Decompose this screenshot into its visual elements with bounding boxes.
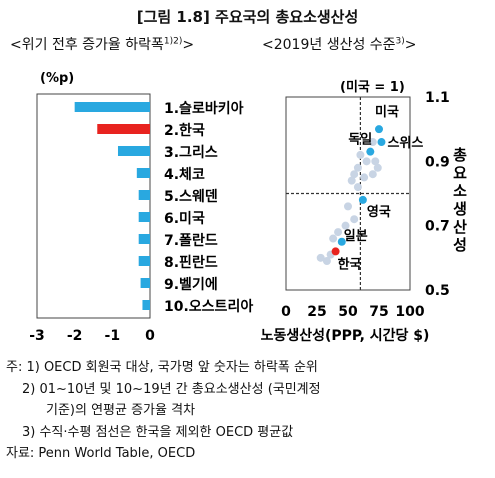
bar-unit-label: (%p) <box>40 71 74 86</box>
bar-10 <box>142 300 150 310</box>
bar-1 <box>74 102 150 112</box>
scatter-point-label: 독일 <box>348 133 372 148</box>
bar-category-label: 10.오스트리아 <box>164 298 253 315</box>
scatter-point-label: 한국 <box>338 256 362 272</box>
note-1: 주: 1) OECD 회원국 대상, 국가명 앞 숫자는 하락폭 순위 <box>6 360 318 375</box>
bar-x-tick-label: 0 <box>145 328 155 344</box>
note-3: 기준)의 연평균 증가율 격차 <box>46 403 196 418</box>
scatter-y-annotation: (미국 = 1) <box>340 79 405 95</box>
left-subtitle-superscript: 1)2) <box>163 36 183 47</box>
bar-9 <box>140 278 150 288</box>
scatter-point-2 <box>377 138 386 147</box>
scatter-y-tick-label: 0.9 <box>425 154 450 170</box>
scatter-y-axis-label-char: 생 <box>453 200 467 218</box>
bar-8 <box>138 256 150 266</box>
scatter-point-label: 미국 <box>375 104 399 120</box>
scatter-point <box>334 228 343 237</box>
scatter-point-label: 스위스 <box>387 136 423 151</box>
bar-category-label: 6.미국 <box>164 211 205 227</box>
scatter-point <box>350 170 359 179</box>
right-subtitle-superscript: 3) <box>395 36 405 47</box>
scatter-point-label: 일본 <box>344 229 368 244</box>
scatter-point <box>341 221 350 230</box>
scatter-point-6 <box>331 247 340 256</box>
scatter-point <box>316 253 325 262</box>
scatter-point <box>373 163 382 172</box>
scatter-point <box>322 257 331 266</box>
source-note: 자료: Penn World Table, OECD <box>6 446 196 461</box>
scatter-x-tick-label: 50 <box>338 304 358 320</box>
scatter-point <box>350 215 359 224</box>
left-chart-subtitle: <위기 전후 증가율 하락폭1)2)> <box>10 34 194 54</box>
bar-3 <box>117 146 150 156</box>
bar-7 <box>138 234 150 244</box>
right-chart-subtitle: <2019년 생산성 수준3)> <box>262 34 417 54</box>
scatter-point <box>344 202 352 211</box>
scatter-point <box>360 173 369 182</box>
scatter-point <box>353 163 362 172</box>
scatter-y-axis-label-char: 산 <box>453 218 467 236</box>
right-subtitle-end: > <box>404 37 417 53</box>
left-subtitle-end: > <box>182 37 195 53</box>
bar-category-label: 3.그리스 <box>164 145 218 161</box>
scatter-y-axis-label-char: 성 <box>453 236 467 254</box>
bar-category-label: 4.체코 <box>164 167 205 183</box>
figure-title: [그림 1.8] 주요국의 총요소생산성 <box>136 8 359 26</box>
bar-5 <box>138 190 150 200</box>
scatter-y-tick-label: 1.1 <box>425 90 450 106</box>
note-4: 3) 수직·수평 점선은 한국을 제외한 OECD 평균값 <box>22 425 294 440</box>
scatter-point-5 <box>337 237 346 246</box>
bar-plot-frame <box>36 93 151 319</box>
scatter-point-3 <box>366 147 375 156</box>
scatter-point <box>368 138 377 147</box>
bar-4 <box>136 168 150 178</box>
scatter-point <box>353 183 362 192</box>
scatter-point <box>371 157 380 166</box>
left-subtitle-text: <위기 전후 증가율 하락폭 <box>10 37 164 53</box>
scatter-x-tick-label: 0 <box>281 304 291 320</box>
note-2: 2) 01~10년 및 10~19년 간 총요소생산성 (국민계정 <box>22 382 321 397</box>
scatter-y-axis-label-char: 총 <box>453 146 467 164</box>
scatter-point-4 <box>358 195 367 204</box>
bar-2 <box>97 124 150 134</box>
scatter-x-tick-label: 75 <box>369 304 388 320</box>
bar-category-label: 8.핀란드 <box>164 254 218 271</box>
bar-x-tick-label: -2 <box>67 328 83 344</box>
scatter-point <box>347 176 356 185</box>
bar-category-label: 9.벨기에 <box>164 277 218 293</box>
scatter-point <box>368 170 377 179</box>
scatter-point-label: 영국 <box>367 205 391 220</box>
bar-category-label: 2.한국 <box>164 123 205 139</box>
bar-category-label: 7.폴란드 <box>164 232 218 249</box>
scatter-y-tick-label: 0.7 <box>425 219 450 235</box>
bar-x-tick-label: -1 <box>105 328 121 344</box>
scatter-y-axis-label-char: 소 <box>453 182 467 200</box>
right-subtitle-text: <2019년 생산성 수준 <box>262 37 396 53</box>
scatter-x-tick-label: 100 <box>395 304 424 320</box>
scatter-point-1 <box>375 125 383 134</box>
scatter-x-tick-label: 25 <box>307 304 326 320</box>
bar-category-label: 5.스웨덴 <box>164 189 218 205</box>
scatter-y-tick-label: 0.5 <box>425 283 450 299</box>
scatter-y-axis-label-char: 요 <box>453 164 467 182</box>
scatter-point <box>329 234 338 243</box>
bar-x-tick-label: -3 <box>29 328 45 344</box>
scatter-point <box>356 150 365 159</box>
scatter-point <box>362 157 371 166</box>
bar-category-label: 1.슬로바키아 <box>164 100 244 117</box>
scatter-x-axis-label: 노동생산성(PPP, 시간당 $) <box>261 327 430 344</box>
bar-6 <box>138 212 150 222</box>
